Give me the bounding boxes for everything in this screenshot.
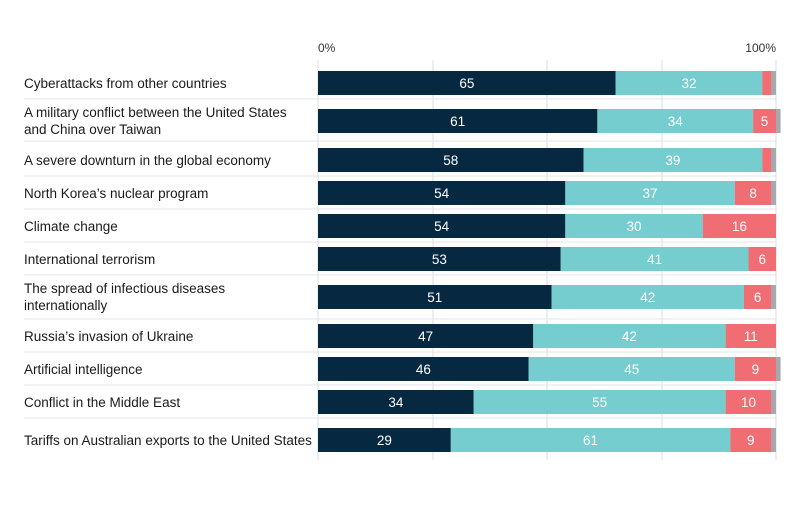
x-tick-label: 100% <box>745 41 776 55</box>
category-label: Cyberattacks from other countries <box>24 75 227 91</box>
bar-segment <box>734 357 776 381</box>
bar-segment <box>318 428 451 452</box>
bar-segment <box>743 285 772 309</box>
bar-value-label: 39 <box>665 153 680 168</box>
category-label: Tariffs on Australian exports to the Uni… <box>24 432 312 448</box>
bar-segment <box>528 357 735 381</box>
bar-segment <box>753 109 776 133</box>
category-label: A military conflict between the United S… <box>24 105 287 137</box>
bar-value-label: 65 <box>459 76 474 91</box>
bar-value-label: 16 <box>732 219 747 234</box>
category-label: International terrorism <box>24 251 156 267</box>
bar-segment <box>734 181 772 205</box>
bar-value-label: 53 <box>432 252 447 267</box>
bar-value-label: 30 <box>627 219 642 234</box>
bar-segment <box>318 247 561 271</box>
bar-value-label: 45 <box>624 362 639 377</box>
bar-segment <box>318 109 598 133</box>
bar-segment <box>725 324 776 348</box>
bar-value-label: 46 <box>416 362 431 377</box>
bar-segment <box>318 148 584 172</box>
bar-segment <box>702 214 776 238</box>
bar-segment <box>318 357 529 381</box>
bar-segment <box>776 109 781 133</box>
category-label: Conflict in the Middle East <box>24 394 181 410</box>
bar-value-label: 29 <box>377 433 392 448</box>
bar-segment <box>771 428 776 452</box>
bar-segment <box>771 285 776 309</box>
category-label: The spread of infectious diseases intern… <box>24 281 226 313</box>
bar-segment <box>730 428 772 452</box>
bar-segment <box>725 390 772 414</box>
bar-value-label: 6 <box>759 252 767 267</box>
bar-segment <box>771 390 776 414</box>
bar-segment <box>776 357 781 381</box>
bar-segment <box>771 71 776 95</box>
bar-segment <box>771 148 776 172</box>
bar-segment <box>450 428 731 452</box>
bar-segment <box>318 71 616 95</box>
bar-value-label: 5 <box>761 114 769 129</box>
bar-value-label: 32 <box>681 76 696 91</box>
bar-value-label: 37 <box>643 186 658 201</box>
bar-segment <box>748 247 776 271</box>
bar-value-label: 9 <box>747 433 755 448</box>
bar-value-label: 42 <box>640 290 655 305</box>
bar-value-label: 47 <box>418 329 433 344</box>
bar-value-label: 51 <box>427 290 442 305</box>
bar-value-label: 9 <box>752 362 760 377</box>
category-label: North Korea’s nuclear program <box>24 185 209 201</box>
category-label: A severe downturn in the global economy <box>24 152 271 168</box>
bar-segment <box>560 247 749 271</box>
bar-value-label: 58 <box>443 153 458 168</box>
x-tick-label: 0% <box>318 41 336 55</box>
bar-segment <box>565 181 735 205</box>
bar-value-label: 34 <box>388 395 404 410</box>
bar-value-label: 54 <box>434 186 450 201</box>
bar-value-label: 61 <box>583 433 598 448</box>
bar-segment <box>565 214 703 238</box>
bar-segment <box>318 324 534 348</box>
bar-value-label: 11 <box>744 329 758 344</box>
bar-segment <box>597 109 754 133</box>
bar-value-label: 61 <box>450 114 465 129</box>
bar-segment <box>318 285 552 309</box>
bar-segment <box>762 71 772 95</box>
bar-value-label: 6 <box>754 290 762 305</box>
bar-segment <box>473 390 726 414</box>
bar-value-label: 34 <box>668 114 684 129</box>
bar-segment <box>762 148 772 172</box>
bar-segment <box>551 285 744 309</box>
category-label: Climate change <box>24 218 118 234</box>
bar-value-label: 55 <box>592 395 607 410</box>
bar-value-label: 41 <box>647 252 662 267</box>
bar-segment <box>318 181 566 205</box>
bar-value-label: 8 <box>749 186 757 201</box>
bar-segment <box>583 148 763 172</box>
bar-value-label: 42 <box>622 329 637 344</box>
bar-segment <box>318 214 566 238</box>
category-label: Russia’s invasion of Ukraine <box>24 328 194 344</box>
bar-segment <box>615 71 763 95</box>
bar-value-label: 10 <box>741 395 756 410</box>
bar-segment <box>771 181 776 205</box>
bar-value-label: 54 <box>434 219 450 234</box>
bar-segment <box>318 390 474 414</box>
category-label: Artificial intelligence <box>24 361 143 377</box>
bar-segment <box>533 324 726 348</box>
